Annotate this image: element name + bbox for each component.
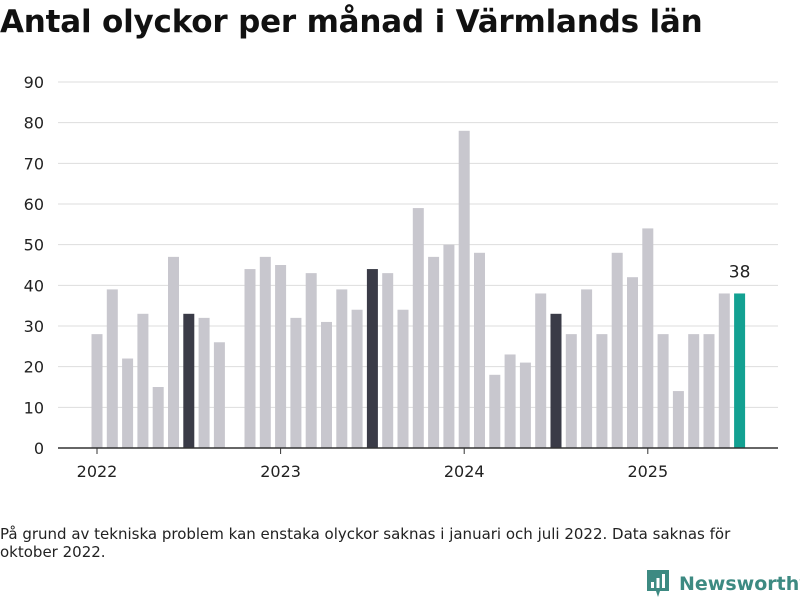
bar (474, 252, 485, 448)
bar (91, 334, 103, 448)
bar-highlight (550, 313, 562, 448)
bar (519, 362, 531, 448)
bar-chart: 0 10 20 30 40 50 60 70 80 90 2022 2023 2024 2025 38 (24, 73, 778, 481)
footnote: På grund av tekniska problem kan enstaka… (0, 525, 731, 561)
bar (703, 334, 715, 448)
y-tick-label: 40 (24, 276, 44, 295)
y-axis-ticks: 0 10 20 30 40 50 60 70 80 90 (24, 73, 44, 458)
y-tick-label: 20 (24, 358, 44, 377)
y-tick-label: 0 (34, 439, 44, 458)
x-tick-label: 2025 (627, 462, 668, 481)
bar (642, 228, 654, 448)
bar (565, 334, 577, 448)
latest-value-label: 38 (729, 262, 751, 282)
y-tick-label: 50 (24, 236, 44, 255)
bar (351, 309, 363, 448)
bar (259, 256, 271, 448)
bar (611, 252, 623, 448)
bar (152, 387, 164, 448)
bar (198, 317, 210, 448)
brand-logo[interactable]: Newsworthy (645, 568, 800, 600)
data-labels: 38 (729, 262, 751, 282)
y-tick-label: 70 (24, 154, 44, 173)
bar (718, 293, 730, 448)
y-tick-label: 10 (24, 398, 44, 417)
bar-latest (734, 293, 746, 448)
x-axis-ticks: 2022 2023 2024 2025 (77, 448, 668, 481)
bar (489, 374, 501, 448)
bar (168, 256, 179, 448)
bar (213, 342, 225, 448)
y-tick-label: 30 (24, 317, 44, 336)
bar (688, 334, 700, 448)
bar (106, 289, 118, 448)
bar (535, 293, 547, 448)
bar (504, 354, 516, 448)
bar-highlight (366, 269, 378, 448)
brand-name: Newsworthy (679, 573, 800, 595)
x-tick-label: 2022 (77, 462, 118, 481)
bar (458, 130, 470, 449)
bars (91, 130, 746, 449)
x-tick-label: 2023 (260, 462, 301, 481)
bar (397, 309, 409, 448)
bar (596, 334, 608, 448)
bar (657, 334, 669, 448)
bar (336, 289, 348, 448)
bar (137, 313, 149, 448)
bar (244, 269, 256, 448)
bar (305, 273, 317, 448)
bar-highlight (183, 313, 195, 448)
bar (382, 273, 394, 448)
bar (122, 358, 134, 448)
y-tick-label: 90 (24, 73, 44, 92)
bar (581, 289, 593, 448)
bar (443, 244, 455, 448)
bar (627, 277, 638, 448)
chart-title: Antal olyckor per månad i Värmlands län (0, 4, 703, 40)
y-tick-label: 80 (24, 114, 44, 133)
bar (290, 317, 302, 448)
x-tick-label: 2024 (444, 462, 485, 481)
bar (412, 208, 424, 448)
bar (428, 256, 440, 448)
bar (321, 321, 332, 448)
newsworthy-bar-chart-logo-icon (647, 570, 669, 597)
bar (275, 265, 287, 448)
bar (672, 391, 684, 448)
y-tick-label: 60 (24, 195, 44, 214)
